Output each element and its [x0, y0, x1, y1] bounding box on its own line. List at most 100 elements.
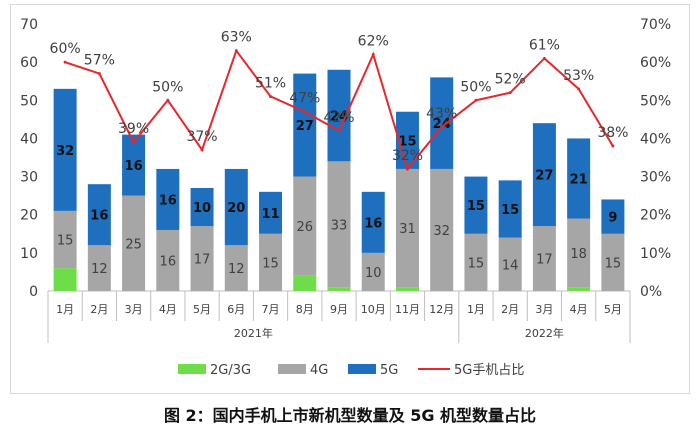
y-right-tick-label: 10% — [640, 246, 671, 262]
bar-4g-value-label: 15 — [468, 256, 485, 271]
bar-5g-value-label: 27 — [296, 119, 314, 134]
line-5g-share-point — [474, 98, 478, 102]
line-5g-share-label: 60% — [50, 41, 81, 57]
x-category-label: 12月 — [429, 303, 454, 316]
x-category-label: 2月 — [90, 303, 108, 316]
x-category-label: 3月 — [125, 303, 143, 316]
bar-4g-value-label: 15 — [57, 234, 74, 249]
x-category-label: 4月 — [159, 303, 177, 316]
x-category-label: 10月 — [361, 303, 386, 316]
bar-5G-segment — [498, 180, 522, 238]
x-category-label: 4月 — [570, 303, 588, 316]
bar-4g-value-label: 31 — [399, 222, 416, 237]
x-category-label: 1月 — [467, 303, 485, 316]
x-category-label: 3月 — [535, 303, 553, 316]
bar-5G-segment — [156, 168, 180, 230]
line-5g-share-point — [405, 167, 409, 171]
legend-label: 4G — [310, 363, 328, 378]
legend-label: 5G手机占比 — [454, 363, 524, 378]
bar-5g-value-label: 32 — [56, 144, 74, 159]
bar-4g-value-label: 25 — [125, 237, 142, 252]
x-category-label: 6月 — [227, 303, 245, 316]
x-category-label: 2月 — [501, 303, 519, 316]
y-right-tick-label: 40% — [640, 131, 671, 147]
bar-4G-segment — [395, 168, 419, 288]
bar-2G3G-segment — [567, 287, 591, 291]
bar-5g-value-label: 9 — [608, 211, 617, 226]
y-right-tick-label: 20% — [640, 208, 671, 224]
bar-5G-segment — [361, 191, 385, 253]
line-5g-share-label: 50% — [152, 79, 183, 95]
bar-5G-segment — [464, 176, 488, 234]
line-5g-share-point — [166, 98, 170, 102]
line-5g-share-point — [542, 56, 546, 60]
bar-4G-segment — [156, 229, 180, 291]
bar-5G-segment — [601, 199, 625, 234]
line-5g-share-label: 43% — [426, 106, 457, 122]
y-right-tick-label: 60% — [640, 55, 671, 71]
bar-4G-segment — [190, 226, 214, 291]
line-5g-share-label: 52% — [495, 72, 526, 88]
y-right-tick-label: 30% — [640, 170, 671, 186]
x-category-label: 7月 — [262, 303, 280, 316]
bar-4G-segment — [532, 226, 556, 291]
bar-5G-segment — [327, 69, 351, 162]
line-5g-share-label: 37% — [186, 129, 217, 145]
bar-5g-value-label: 27 — [535, 169, 553, 184]
bar-4G-segment — [430, 168, 454, 291]
legend-swatch — [178, 364, 206, 374]
bar-2G3G-segment — [293, 275, 317, 291]
line-5g-share-label: 62% — [358, 34, 389, 50]
line-5g-share-label: 39% — [118, 121, 149, 137]
line-5g-share-label: 32% — [392, 148, 423, 164]
bar-5g-value-label: 15 — [467, 199, 485, 214]
line-5g-share-label: 57% — [84, 53, 115, 69]
line-5g-share-point — [234, 49, 238, 53]
bar-5G-segment — [87, 184, 111, 246]
bar-4G-segment — [87, 245, 111, 291]
bar-5g-value-label: 20 — [227, 201, 245, 216]
y-left-tick-label: 0 — [29, 284, 38, 300]
bar-5G-segment — [395, 111, 419, 169]
y-left-tick-label: 10 — [20, 246, 38, 262]
line-5g-share-point — [132, 140, 136, 144]
year-group-label: 2021年 — [234, 326, 273, 340]
bar-4G-segment — [53, 210, 77, 269]
y-right-tick-label: 50% — [640, 93, 671, 109]
bar-4G-segment — [498, 237, 522, 291]
legend-swatch — [348, 364, 376, 374]
x-category-label: 11月 — [395, 303, 420, 316]
line-5g-share-point — [577, 87, 581, 91]
bar-5g-value-label: 21 — [570, 172, 588, 187]
bar-4g-value-label: 12 — [91, 262, 108, 277]
bar-4G-segment — [601, 233, 625, 291]
y-right-tick-label: 70% — [640, 17, 671, 33]
bar-2G3G-segment — [395, 287, 419, 291]
bar-4G-segment — [293, 176, 317, 276]
line-5g-share-point — [440, 125, 444, 129]
bar-4g-value-label: 12 — [228, 262, 245, 277]
bar-4G-segment — [122, 195, 146, 291]
bar-5g-value-label: 16 — [90, 209, 108, 224]
y-left-tick-label: 50 — [20, 93, 38, 109]
bar-4g-value-label: 17 — [194, 253, 211, 268]
year-group-label: 2022年 — [525, 326, 564, 340]
legend-label: 2G/3G — [210, 363, 251, 378]
bar-4g-value-label: 32 — [433, 224, 450, 239]
legend-label: 5G — [380, 363, 398, 378]
bar-5G-segment — [190, 188, 214, 227]
bar-5g-value-label: 16 — [364, 216, 382, 231]
bar-4g-value-label: 14 — [502, 258, 519, 273]
bar-5g-value-label: 11 — [261, 207, 279, 222]
bar-4g-value-label: 15 — [605, 256, 622, 271]
legend-swatch — [278, 364, 306, 374]
bar-5G-segment — [122, 134, 146, 196]
bar-4g-value-label: 10 — [365, 266, 382, 281]
y-left-tick-label: 40 — [20, 131, 38, 147]
bar-2G3G-segment — [53, 268, 77, 291]
bar-5g-value-label: 10 — [193, 201, 211, 216]
x-category-label: 8月 — [296, 303, 314, 316]
bar-4G-segment — [259, 233, 283, 291]
bar-4g-value-label: 33 — [331, 218, 348, 233]
line-5g-share-label: 63% — [221, 30, 252, 46]
